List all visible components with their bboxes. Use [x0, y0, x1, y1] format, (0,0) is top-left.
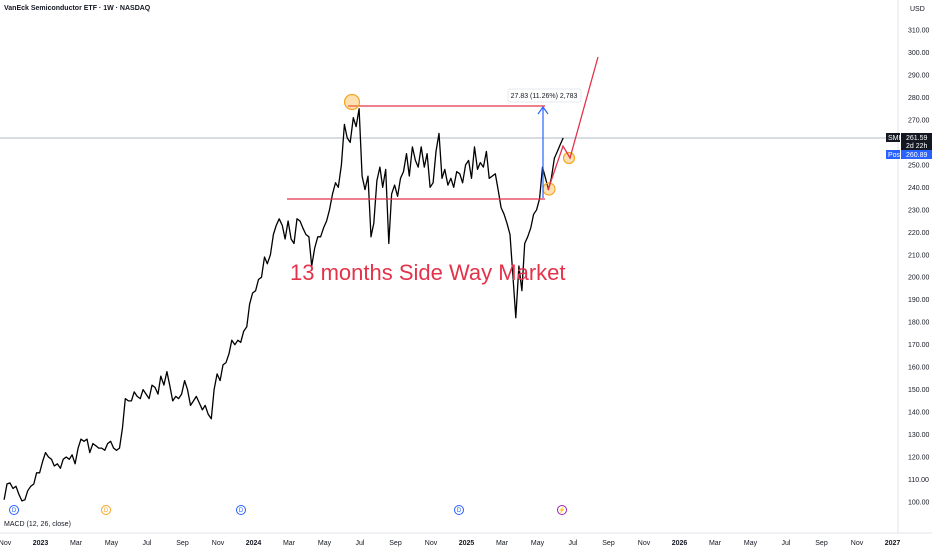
projection-path[interactable] [547, 56, 599, 191]
x-tick-label: Nov [851, 540, 864, 547]
y-tick-label: 240.00 [908, 185, 930, 192]
last-price-value: 261.59 [906, 135, 928, 142]
svg-text:⚡: ⚡ [558, 506, 565, 514]
x-tick-label: Mar [70, 540, 83, 547]
x-tick-label: Nov [212, 540, 225, 547]
svg-text:D: D [104, 508, 109, 514]
x-tick-label: 2027 [885, 540, 901, 547]
x-tick-label: Sep [602, 540, 615, 547]
dividend-event-marker[interactable]: D [236, 505, 246, 515]
last-price-badge [901, 133, 932, 150]
chart-title: VanEck Semiconductor ETF · 1W · NASDAQ [4, 5, 151, 12]
x-tick-label: 2026 [672, 540, 688, 547]
dividend-event-marker[interactable]: D [454, 505, 464, 515]
x-tick-label: May [318, 540, 332, 547]
macd-indicator-label[interactable]: MACD (12, 26, close) [4, 521, 71, 528]
x-tick-label: 2024 [246, 540, 262, 547]
x-tick-label: Mar [709, 540, 722, 547]
price-axis[interactable]: 100.00 110.00 120.00 130.00 140.00 150.00 160.… [908, 28, 930, 507]
x-tick-label: Nov [425, 540, 438, 547]
x-tick-label: 2025 [459, 540, 475, 547]
x-tick-label: 2023 [33, 540, 49, 547]
symbol-badge [886, 133, 900, 142]
post-price-badge [901, 150, 932, 159]
currency-label: USD [910, 6, 925, 13]
top-highlight-circle[interactable] [343, 93, 361, 111]
measure-label: 27.83 (11.26%) 2,783 [511, 93, 578, 100]
x-tick-label: Sep [176, 540, 189, 547]
event-markers[interactable]: D D D D ⚡ [9, 505, 567, 515]
x-tick-label: Nov [638, 540, 651, 547]
svg-text:D: D [239, 508, 244, 514]
measure-arrow-head [537, 105, 549, 115]
x-tick-label: May [531, 540, 545, 547]
x-tick-label: Jul [782, 540, 791, 547]
x-tick-label: Sep [815, 540, 828, 547]
x-tick-label: Mar [283, 540, 296, 547]
y-tick-label: 310.00 [908, 28, 930, 35]
y-tick-label: 150.00 [908, 387, 930, 394]
post-badge [886, 150, 900, 159]
x-tick-label: Mar [496, 540, 509, 547]
symbol-badge-label: SMH [888, 135, 904, 142]
bar-countdown: 2d 22h [906, 143, 928, 150]
x-tick-label: Jul [356, 540, 365, 547]
x-tick-label: May [744, 540, 758, 547]
svg-text:D: D [457, 508, 462, 514]
y-tick-label: 200.00 [908, 275, 930, 282]
y-tick-label: 160.00 [908, 365, 930, 372]
post-price-value: 260.89 [906, 152, 928, 159]
y-tick-label: 290.00 [908, 73, 930, 80]
y-tick-label: 220.00 [908, 230, 930, 237]
y-tick-label: 190.00 [908, 297, 930, 304]
post-badge-label: Post [888, 152, 902, 159]
y-tick-label: 130.00 [908, 432, 930, 439]
dividend-event-marker[interactable]: D [101, 505, 111, 515]
y-tick-label: 250.00 [908, 162, 930, 169]
split-event-marker[interactable]: ⚡ [557, 505, 567, 515]
annotation-text[interactable]: 13 months Side Way Market [290, 260, 566, 285]
y-tick-label: 120.00 [908, 455, 930, 462]
x-tick-label: Jul [143, 540, 152, 547]
y-tick-label: 140.00 [908, 410, 930, 417]
y-tick-label: 270.00 [908, 117, 930, 124]
y-tick-label: 230.00 [908, 207, 930, 214]
y-tick-label: 300.00 [908, 50, 930, 57]
x-tick-label: Nov [0, 540, 12, 547]
y-tick-label: 180.00 [908, 320, 930, 327]
time-axis[interactable]: Nov 2023 Mar May Jul Sep Nov 2024 Mar May Jul Sep No… [0, 540, 900, 547]
measure-label-box [507, 88, 582, 103]
y-tick-label: 170.00 [908, 342, 930, 349]
x-tick-label: Jul [569, 540, 578, 547]
y-tick-label: 280.00 [908, 95, 930, 102]
dividend-event-marker[interactable]: D [9, 505, 19, 515]
y-tick-label: 100.00 [908, 500, 930, 507]
x-tick-label: May [105, 540, 119, 547]
price-series-line [3, 108, 564, 502]
y-tick-label: 110.00 [908, 477, 929, 484]
retest-highlight-circle[interactable] [562, 151, 576, 165]
y-tick-label: 210.00 [908, 252, 930, 259]
x-tick-label: Sep [389, 540, 402, 547]
svg-text:D: D [12, 508, 17, 514]
